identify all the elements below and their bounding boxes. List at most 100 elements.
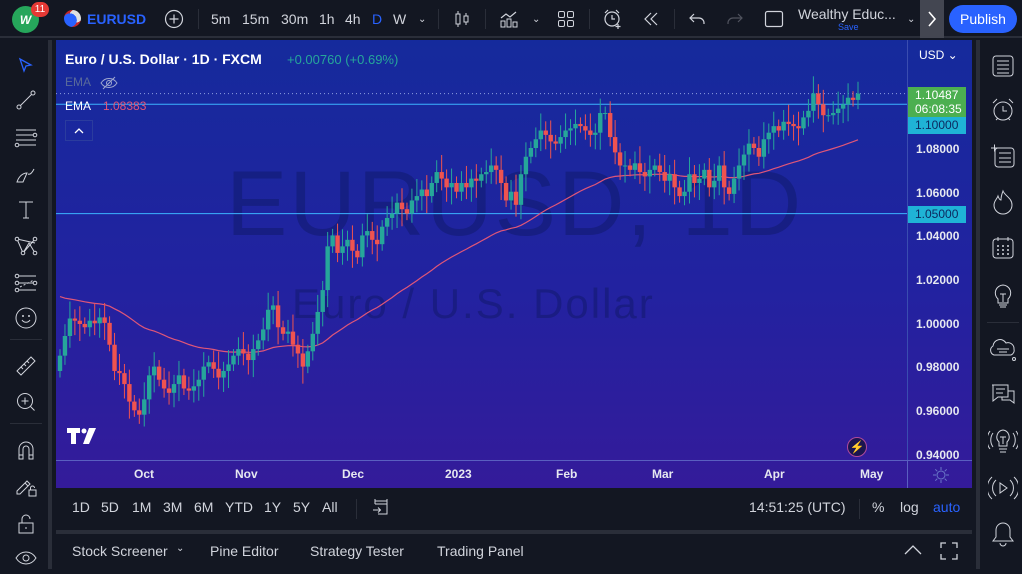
time-label: Nov: [235, 467, 258, 481]
symbol-search-button[interactable]: EURUSD: [64, 10, 146, 27]
range-ytd[interactable]: YTD: [225, 499, 253, 515]
interval-d[interactable]: D: [372, 11, 383, 27]
publish-button[interactable]: Publish: [949, 5, 1017, 33]
ema-hidden-label: EMA: [65, 75, 91, 89]
cursor-tool[interactable]: [10, 50, 42, 82]
hide-drawings-tool[interactable]: [10, 542, 42, 574]
create-alert-button[interactable]: [602, 0, 624, 38]
price-label: 0.98000: [916, 360, 960, 374]
ideas-button[interactable]: [987, 280, 1019, 312]
measure-tool[interactable]: [10, 350, 42, 382]
indicators-button[interactable]: [499, 0, 519, 38]
magnet-tool[interactable]: [10, 434, 42, 466]
interval-w[interactable]: W: [393, 11, 407, 27]
range-6m[interactable]: 6M: [194, 499, 214, 515]
ema-legend-label[interactable]: EMA: [65, 99, 92, 113]
range-1y[interactable]: 1Y: [264, 499, 282, 515]
trendline-tool[interactable]: [10, 84, 42, 116]
watchlist-button[interactable]: [987, 50, 1019, 82]
hotlists-button[interactable]: [987, 186, 1019, 218]
stock-screener-chevron-icon[interactable]: ⌄: [176, 543, 185, 554]
flame-icon: [993, 189, 1013, 215]
tab-stock-screener[interactable]: Stock Screener: [72, 543, 168, 559]
candlestick-chart[interactable]: [56, 40, 907, 460]
price-label: 1.02000: [916, 273, 960, 287]
zoom-tool[interactable]: [10, 386, 42, 418]
replay-button[interactable]: [642, 0, 660, 38]
chart-type-button[interactable]: [453, 0, 471, 38]
lightning-events-icon[interactable]: ⚡: [847, 437, 867, 457]
range-1d[interactable]: 1D: [72, 499, 90, 515]
streams-button[interactable]: [987, 472, 1019, 504]
broadcast-lightbulb-icon: [988, 429, 1018, 453]
lock-all-tool[interactable]: [10, 508, 42, 540]
currency-selector[interactable]: USD ⌄: [919, 48, 958, 62]
rewind-icon: [644, 12, 658, 26]
layouts-button[interactable]: [557, 0, 575, 38]
fullscreen-toggle-button[interactable]: [764, 0, 784, 38]
tradingview-logo[interactable]: [67, 428, 97, 444]
calendar-button[interactable]: [987, 232, 1019, 264]
price-scale[interactable]: USD ⌄ 1.08000 1.06000 1.04000 1.02000 1.…: [907, 40, 972, 462]
watchlist-icon: [992, 55, 1014, 77]
chats-button[interactable]: [987, 334, 1019, 366]
pattern-tool[interactable]: [10, 230, 42, 262]
data-window-button[interactable]: [987, 140, 1019, 172]
range-5d[interactable]: 5D: [101, 499, 119, 515]
utc-clock[interactable]: 14:51:25 (UTC): [749, 499, 846, 515]
chart-settings-button[interactable]: [932, 466, 950, 484]
expand-panel-button[interactable]: [904, 544, 922, 556]
chart-pane[interactable]: EURUSD, 1D Euro / U.S. Dollar Euro / U.S…: [56, 40, 972, 488]
layout-name-button[interactable]: Wealthy Educ... Save: [798, 0, 896, 38]
collapse-legend-button[interactable]: [65, 120, 93, 141]
redo-button[interactable]: [726, 0, 744, 38]
percent-scale-toggle[interactable]: %: [872, 499, 885, 515]
divider: [356, 499, 357, 519]
compare-symbol-button[interactable]: [164, 0, 184, 38]
alerts-button[interactable]: [987, 94, 1019, 126]
divider: [198, 9, 199, 29]
indicators-dropdown-chevron-icon[interactable]: ⌄: [532, 13, 541, 25]
emoji-tool[interactable]: [10, 302, 42, 334]
range-1m[interactable]: 1M: [132, 499, 152, 515]
layout-dropdown-chevron-icon[interactable]: ⌄: [907, 13, 916, 25]
auto-scale-toggle[interactable]: auto: [933, 499, 961, 515]
chevron-up-icon: [74, 127, 84, 133]
messages-button[interactable]: [987, 380, 1019, 412]
brush-tool[interactable]: [10, 158, 42, 190]
undo-button[interactable]: [688, 0, 706, 38]
indicators-icon: [500, 11, 518, 28]
price-label: 0.94000: [916, 448, 960, 462]
interval-dropdown-chevron-icon[interactable]: ⌄: [418, 13, 427, 25]
range-5y[interactable]: 5Y: [293, 499, 311, 515]
goto-date-button[interactable]: [372, 498, 390, 516]
interval-4h[interactable]: 4h: [345, 11, 361, 27]
text-tool[interactable]: [10, 194, 42, 226]
range-3m[interactable]: 3M: [163, 499, 183, 515]
tab-pine-editor[interactable]: Pine Editor: [210, 543, 279, 559]
time-label: Mar: [652, 467, 674, 481]
fib-tool[interactable]: [10, 121, 42, 153]
interval-15m[interactable]: 15m: [242, 11, 270, 27]
symbol-legend-title[interactable]: Euro / U.S. Dollar · 1D · FXCM: [65, 51, 262, 67]
broadcast-play-icon: [988, 476, 1018, 500]
interval-5m[interactable]: 5m: [211, 11, 231, 27]
ema-hidden-legend[interactable]: EMA: [65, 75, 118, 90]
price-label: 1.04000: [916, 229, 960, 243]
lock-drawing-tool[interactable]: [10, 470, 42, 502]
interval-1h[interactable]: 1h: [319, 11, 335, 27]
expand-toolbar-button[interactable]: [920, 0, 944, 38]
range-all[interactable]: All: [322, 499, 338, 515]
maximize-panel-button[interactable]: [940, 542, 958, 560]
ruler-icon: [16, 356, 36, 376]
tab-strategy-tester[interactable]: Strategy Tester: [310, 543, 404, 559]
time-scale[interactable]: Oct Nov Dec 2023 Feb Mar Apr May: [56, 460, 972, 488]
forecast-tool[interactable]: [10, 267, 42, 299]
brush-icon: [16, 168, 35, 183]
streams-ideas-button[interactable]: [987, 425, 1019, 457]
ema-legend-value: 1.08383: [103, 99, 147, 113]
interval-30m[interactable]: 30m: [281, 11, 309, 27]
notifications-button[interactable]: [987, 518, 1019, 550]
log-scale-toggle[interactable]: log: [900, 499, 919, 515]
tab-trading-panel[interactable]: Trading Panel: [437, 543, 524, 559]
